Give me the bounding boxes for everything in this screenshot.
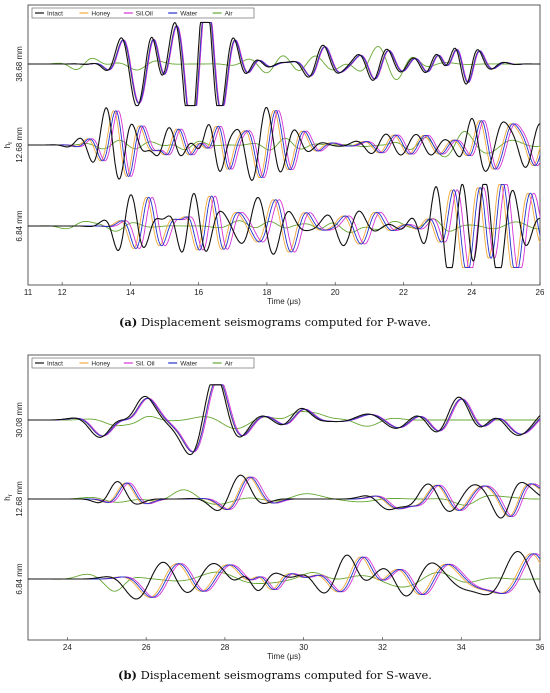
series-line-intact — [28, 21, 540, 107]
legend-entry: Sil. Oil — [136, 361, 155, 368]
x-tick-label: 36 — [536, 643, 545, 652]
series-line-siloil — [28, 476, 541, 517]
series-line-honey — [28, 476, 541, 517]
legend-entry: Intact — [47, 361, 63, 368]
series-line-siloil — [28, 183, 541, 269]
row-label: 6.84 mm — [15, 563, 24, 594]
x-tick-label: 12 — [58, 288, 67, 297]
legend-entry: Honey — [91, 11, 111, 18]
legend-entry: Air — [225, 361, 234, 368]
x-tick-label: 26 — [142, 643, 151, 652]
series-line-air — [28, 571, 540, 592]
x-tick-label: 11 — [24, 288, 33, 297]
caption-s-wave: (b) Displacement seismograms computed fo… — [0, 668, 550, 682]
series-line-intact — [28, 384, 541, 456]
row-label: 12.68 mm — [15, 127, 24, 163]
x-tick-label: 14 — [126, 288, 135, 297]
series-line-water — [28, 476, 541, 517]
row-label: 30.08 mm — [15, 402, 24, 438]
x-tick-label: 34 — [457, 643, 466, 652]
p-wave-chart: 12 14 16 18 20 22 24 26 11 Time (μs) hr 38.68 mm 12.… — [3, 4, 545, 306]
panel-p-wave: 12 14 16 18 20 22 24 26 11 Time (μs) hr 38.68 mm 12.… — [0, 0, 550, 340]
series-line-air — [28, 489, 540, 506]
legend-box — [31, 357, 255, 369]
row-label: 12.68 mm — [15, 481, 24, 517]
x-tick-label: 22 — [399, 288, 408, 297]
x-tick-label: 24 — [467, 288, 476, 297]
caption-label: (a) — [118, 315, 138, 329]
caption-text: Displacement seismograms computed for S-… — [136, 668, 432, 682]
legend-entry: Air — [225, 11, 234, 18]
series-line-siloil — [28, 110, 541, 178]
series-line-honey — [28, 110, 541, 178]
series-line-intact — [28, 474, 541, 519]
series-line-air — [28, 411, 540, 430]
series-line-water — [28, 110, 541, 179]
plot-frame — [27, 354, 541, 641]
x-tick-label: 16 — [194, 288, 203, 297]
legend-entry: Water — [180, 11, 198, 18]
x-tick-label: 26 — [536, 288, 545, 297]
caption-label: (b) — [118, 668, 137, 682]
row-label: 38.68 mm — [15, 46, 24, 82]
x-tick-label: 18 — [262, 288, 271, 297]
x-tick-label: 28 — [220, 643, 229, 652]
caption-p-wave: (a) Displacement seismograms computed fo… — [0, 315, 550, 329]
y-axis-label: hr — [3, 142, 14, 148]
row-label: 6.84 mm — [15, 210, 24, 241]
x-axis-label: Time (μs) — [267, 652, 301, 661]
series-line-intact — [28, 106, 541, 181]
series-line-intact — [28, 550, 541, 600]
x-tick-label: 20 — [331, 288, 340, 297]
s-wave-chart: 24 26 28 30 32 34 36 Time (μs) hr 30.08 mm 12.68 m… — [3, 354, 545, 661]
x-tick-label: 32 — [378, 643, 387, 652]
x-tick-label: 30 — [299, 643, 308, 652]
x-axis-label: Time (μs) — [267, 297, 301, 306]
y-axis-label: hr — [3, 494, 14, 500]
legend-entry: Sil.Oil — [136, 11, 154, 18]
legend-box — [31, 7, 255, 19]
panel-s-wave: 24 26 28 30 32 34 36 Time (μs) hr 30.08 mm 12.68 m… — [0, 347, 550, 693]
legend-entry: Honey — [91, 361, 111, 368]
series-line-water — [28, 183, 541, 269]
series-line-intact — [28, 183, 540, 269]
legend-entry: Intact — [47, 11, 63, 18]
caption-text: Displacement seismograms computed for P-… — [137, 315, 432, 329]
x-tick-label: 24 — [63, 643, 72, 652]
series-line-honey — [28, 183, 541, 269]
series-line-air — [28, 130, 540, 158]
legend-entry: Water — [180, 361, 198, 368]
